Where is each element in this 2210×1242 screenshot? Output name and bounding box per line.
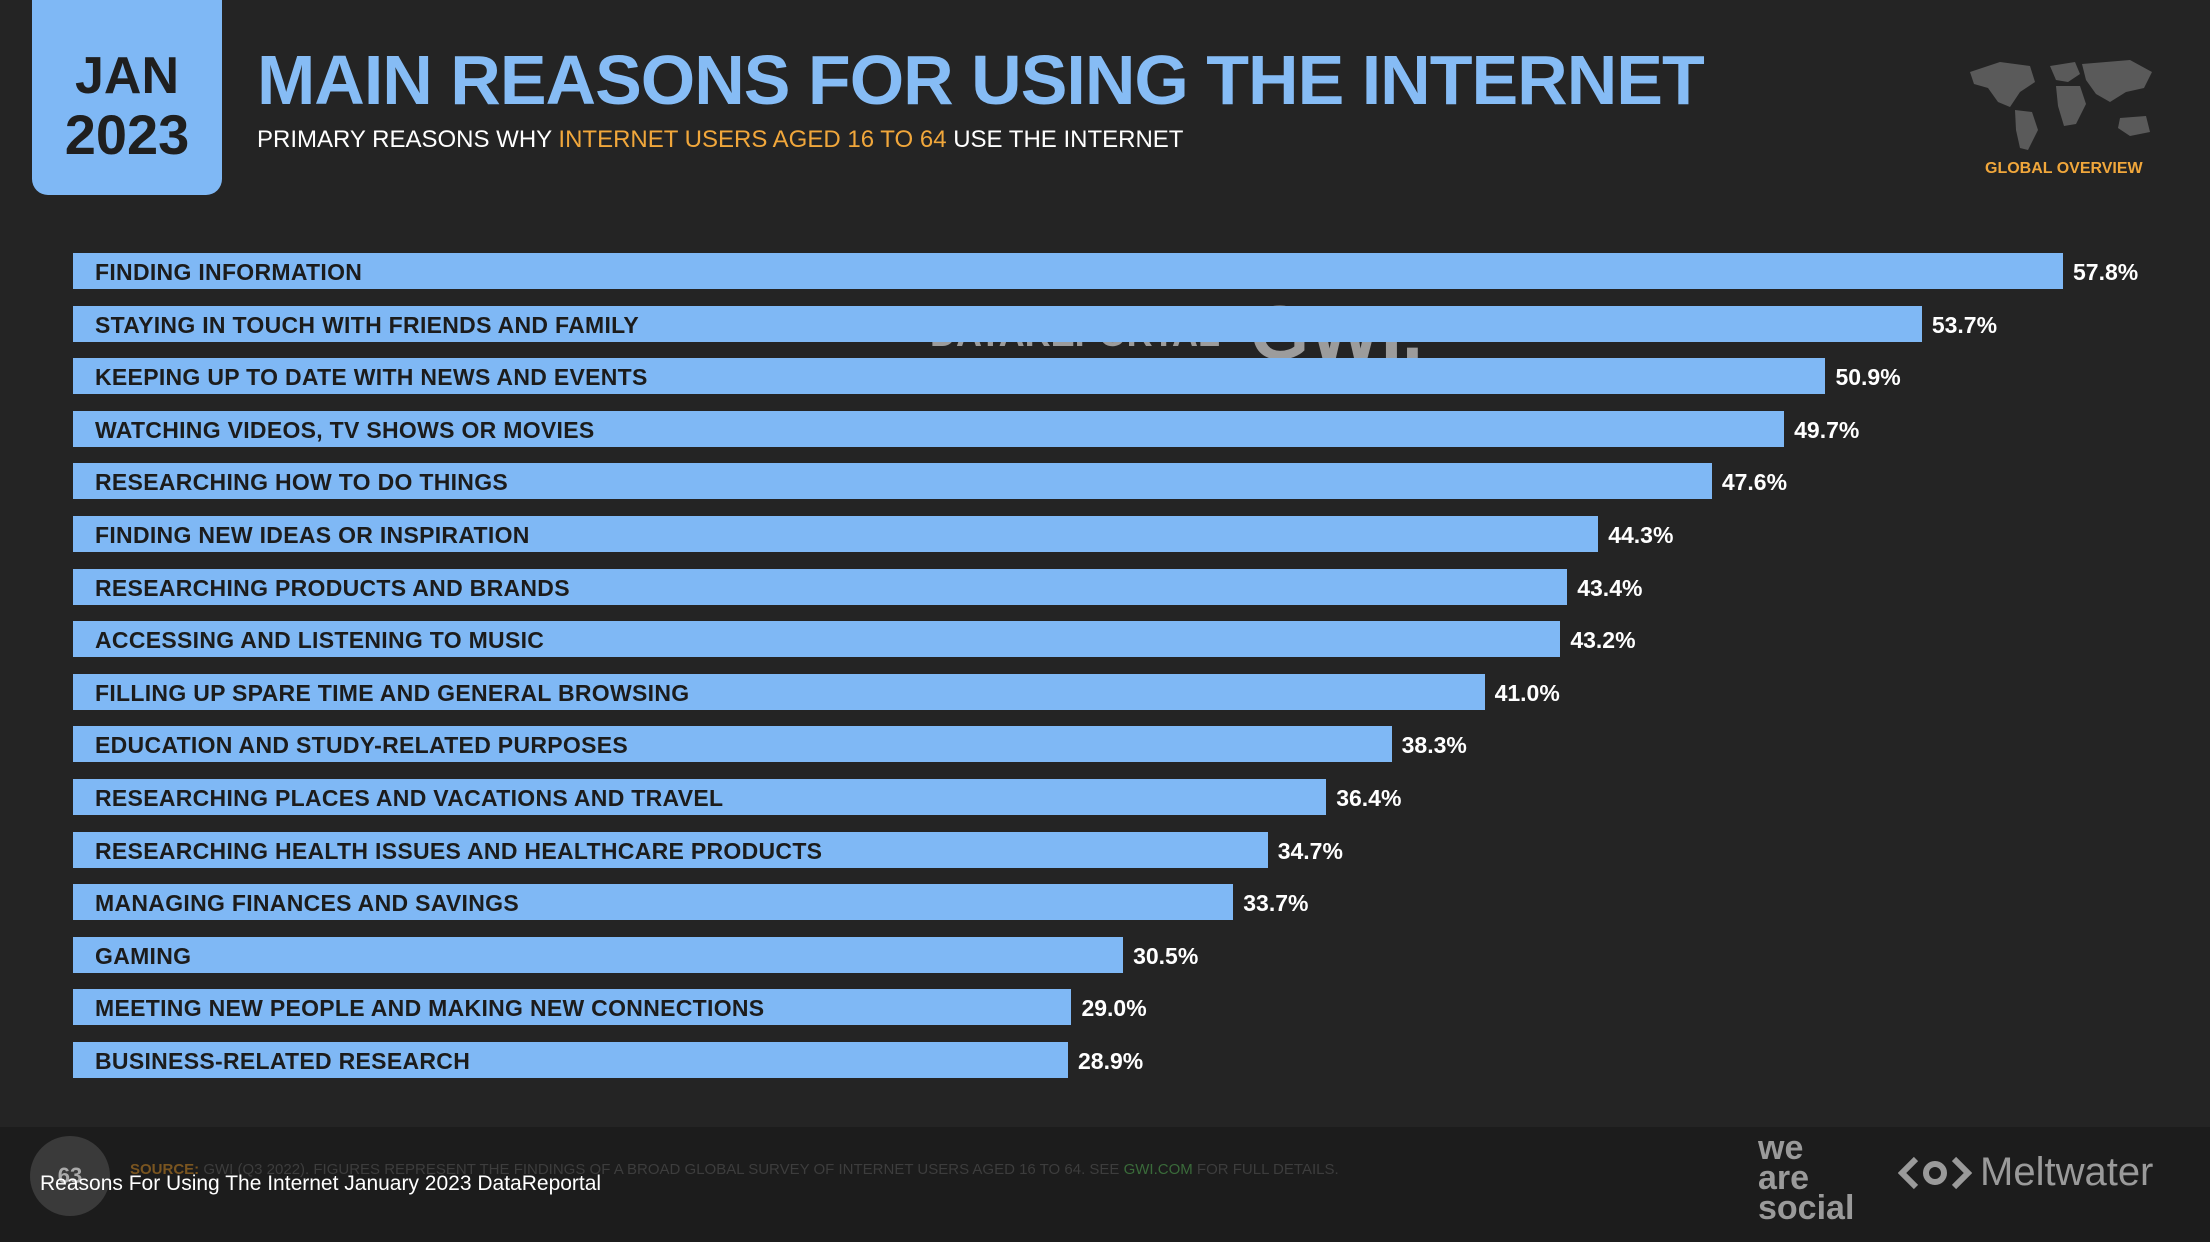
- page-number: 63: [30, 1136, 110, 1216]
- source-link[interactable]: GWI.COM: [1123, 1161, 1193, 1178]
- watermark: DATAREPORTAL GWI.: [930, 290, 1423, 377]
- date-month: JAN: [74, 47, 180, 105]
- date-badge: JAN 2023: [32, 0, 222, 195]
- source-text: GWI (Q3 2022). FIGURES REPRESENT THE FIN…: [199, 1161, 1124, 1178]
- we-are-social-logo: we are social: [1758, 1129, 1855, 1227]
- world-map-icon: [1970, 60, 2152, 150]
- subtitle-pre: PRIMARY REASONS WHY: [257, 126, 559, 153]
- meltwater-icon: [1898, 1156, 1972, 1189]
- source-end: FOR FULL DETAILS.: [1192, 1161, 1339, 1178]
- footer-bar: [0, 1127, 2210, 1242]
- source-note: SOURCE: GWI (Q3 2022). FIGURES REPRESENT…: [130, 1161, 1339, 1178]
- chart-title: MAIN REASONS FOR USING THE INTERNET: [257, 41, 1705, 119]
- chart-subtitle: PRIMARY REASONS WHY INTERNET USERS AGED …: [257, 126, 1183, 154]
- image-caption: Reasons For Using The Internet January 2…: [40, 1172, 602, 1195]
- brand-are: are: [1758, 1159, 1810, 1197]
- subtitle-highlight: INTERNET USERS AGED 16 TO 64: [558, 126, 947, 153]
- date-year: 2023: [64, 103, 190, 166]
- brand-meltwater: Meltwater: [1980, 1150, 2154, 1194]
- brand-we: we: [1758, 1129, 1804, 1167]
- gwi-watermark: GWI.: [1249, 291, 1424, 376]
- meltwater-logo: Meltwater: [1898, 1150, 2153, 1195]
- datareportal-watermark: DATAREPORTAL: [930, 312, 1220, 354]
- brand-social: social: [1758, 1189, 1855, 1227]
- global-overview-label: GLOBAL OVERVIEW: [1985, 160, 2143, 177]
- subtitle-post: USE THE INTERNET: [946, 126, 1184, 153]
- source-label: SOURCE:: [130, 1161, 200, 1178]
